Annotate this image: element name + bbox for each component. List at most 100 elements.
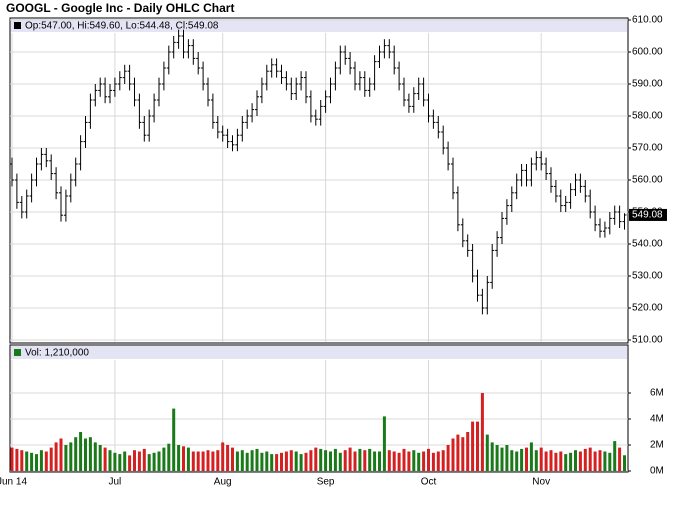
volume-bar bbox=[270, 454, 274, 471]
volume-bar bbox=[240, 450, 244, 471]
volume-bar bbox=[226, 445, 230, 471]
volume-bar bbox=[343, 450, 347, 471]
volume-bar bbox=[54, 442, 58, 471]
volume-bar bbox=[373, 451, 377, 471]
volume-bar bbox=[93, 442, 97, 471]
volume-bar bbox=[485, 434, 489, 471]
volume-bar bbox=[221, 442, 225, 471]
y-tick-label: 530.00 bbox=[632, 271, 663, 282]
volume-bar bbox=[510, 450, 514, 471]
volume-bar bbox=[608, 452, 612, 471]
y-tick-label: 510.00 bbox=[632, 335, 663, 346]
volume-bar bbox=[64, 445, 68, 471]
volume-bar bbox=[319, 448, 323, 471]
volume-bar bbox=[588, 447, 592, 471]
volume-bar bbox=[162, 447, 166, 471]
volume-bar bbox=[338, 452, 342, 471]
y-tick-label: 610.00 bbox=[632, 15, 663, 26]
volume-bar bbox=[353, 451, 357, 471]
volume-bar bbox=[98, 445, 102, 471]
volume-bar bbox=[211, 451, 215, 471]
volume-bar bbox=[520, 448, 524, 471]
x-tick-label: Sep bbox=[317, 477, 335, 488]
volume-bar bbox=[157, 451, 161, 471]
x-tick-label: Jul bbox=[109, 477, 122, 488]
volume-bar bbox=[245, 452, 249, 471]
volume-bar bbox=[515, 451, 519, 471]
volume-bar bbox=[216, 450, 220, 471]
volume-bar bbox=[260, 452, 264, 471]
volume-bar bbox=[598, 450, 602, 471]
volume-bar bbox=[368, 448, 372, 471]
volume-bar bbox=[529, 442, 533, 471]
volume-bar bbox=[309, 450, 313, 471]
volume-bar bbox=[167, 443, 171, 471]
volume-bar bbox=[289, 450, 293, 471]
volume-tick-label: 0M bbox=[650, 466, 664, 477]
volume-bar bbox=[299, 454, 303, 471]
last-price-label: 549.08 bbox=[632, 210, 663, 221]
volume-bar bbox=[476, 421, 479, 471]
volume-bar bbox=[275, 454, 279, 471]
volume-bar bbox=[59, 438, 63, 471]
volume-bar bbox=[544, 451, 548, 471]
volume-bar bbox=[578, 451, 582, 471]
volume-tick-label: 4M bbox=[650, 414, 664, 425]
volume-tick-label: 2M bbox=[650, 440, 664, 451]
volume-bar bbox=[569, 452, 573, 471]
volume-tick-label: 6M bbox=[650, 388, 664, 399]
volume-bar bbox=[549, 450, 553, 471]
volume-bar bbox=[593, 451, 597, 471]
y-tick-label: 540.00 bbox=[632, 239, 663, 250]
volume-bar bbox=[147, 454, 151, 471]
volume-bar bbox=[304, 452, 308, 471]
volume-bar bbox=[382, 416, 386, 471]
volume-bar bbox=[446, 445, 450, 471]
volume-bar bbox=[113, 452, 117, 471]
volume-bar bbox=[324, 450, 328, 471]
y-tick-label: 520.00 bbox=[632, 303, 663, 314]
volume-bar bbox=[559, 451, 563, 471]
volume-bar bbox=[20, 450, 24, 471]
grid bbox=[10, 19, 628, 472]
volume-bar bbox=[358, 448, 362, 471]
chart-title: GOOGL - Google Inc - Daily OHLC Chart bbox=[6, 1, 234, 15]
volume-bar bbox=[15, 448, 19, 471]
x-tick-label: Jun 14 bbox=[0, 477, 27, 488]
volume-bar bbox=[84, 438, 87, 471]
price-legend: Op:547.00, Hi:549.60, Lo:544.48, Cl:549.… bbox=[25, 21, 219, 32]
volume-bar bbox=[564, 454, 568, 471]
volume-bar bbox=[534, 450, 538, 471]
volume-bar bbox=[412, 450, 416, 471]
volume-bar bbox=[378, 451, 381, 471]
volume-bar bbox=[191, 451, 195, 471]
legend-swatch bbox=[14, 22, 21, 29]
volume-bar bbox=[314, 447, 318, 471]
volume-bar bbox=[397, 452, 401, 471]
volume-bar bbox=[431, 452, 435, 471]
volume-bar bbox=[583, 448, 587, 471]
volume-bar bbox=[456, 434, 460, 471]
volume-bar bbox=[69, 442, 73, 471]
volume-bar bbox=[623, 455, 626, 471]
volume-bar bbox=[525, 447, 528, 471]
legend-swatch bbox=[14, 349, 21, 356]
volume-bar bbox=[152, 452, 156, 471]
volume-bar bbox=[142, 448, 146, 471]
volume-bar bbox=[480, 393, 484, 471]
x-tick-label: Oct bbox=[421, 477, 437, 488]
volume-bar bbox=[363, 450, 367, 471]
volume-bar bbox=[441, 450, 445, 471]
volume-bar bbox=[500, 447, 504, 471]
volume-bar bbox=[618, 447, 622, 471]
volume-bar bbox=[25, 451, 29, 471]
volume-bar bbox=[103, 447, 107, 471]
volume-bar bbox=[603, 451, 607, 471]
volume-bar bbox=[422, 451, 426, 471]
volume-bar bbox=[235, 451, 239, 471]
volume-bar bbox=[133, 450, 136, 471]
volume-bar bbox=[554, 452, 558, 471]
volume-bar bbox=[182, 446, 185, 471]
volume-bar bbox=[177, 445, 181, 471]
y-tick-label: 590.00 bbox=[632, 79, 663, 90]
